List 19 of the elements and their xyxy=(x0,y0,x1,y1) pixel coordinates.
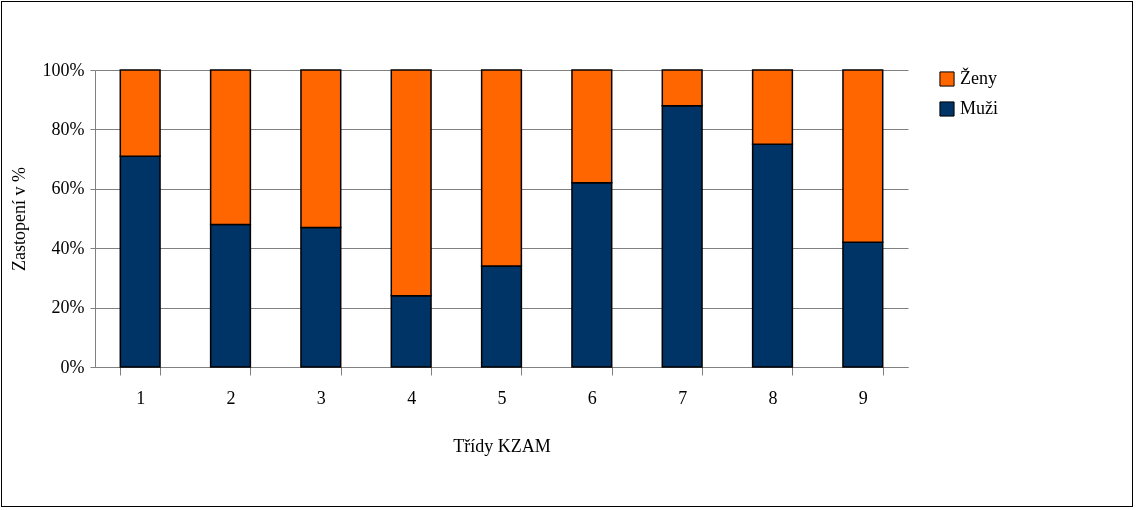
y-tick-label: 0% xyxy=(60,356,85,377)
y-tick-label: 100% xyxy=(42,59,85,80)
legend-label: Muži xyxy=(960,98,998,118)
x-tick-label: 5 xyxy=(497,387,507,408)
y-tick-label: 40% xyxy=(51,237,85,258)
x-tick-label: 9 xyxy=(858,387,868,408)
x-tick-label: 7 xyxy=(678,387,688,408)
x-tick-label: 3 xyxy=(316,387,326,408)
x-axis-title: Třídy KZAM xyxy=(453,435,551,456)
y-tick-label: 80% xyxy=(51,118,85,139)
x-tick-label: 1 xyxy=(136,387,146,408)
y-axis-title: Zastopení v % xyxy=(8,167,29,271)
legend-label: Ženy xyxy=(960,67,997,88)
x-tick-label: 4 xyxy=(407,387,417,408)
y-tick-label: 60% xyxy=(51,178,85,199)
x-tick-label: 6 xyxy=(587,387,597,408)
y-tick-label: 20% xyxy=(51,297,85,318)
x-tick-label: 2 xyxy=(226,387,236,408)
x-tick-label: 8 xyxy=(768,387,778,408)
